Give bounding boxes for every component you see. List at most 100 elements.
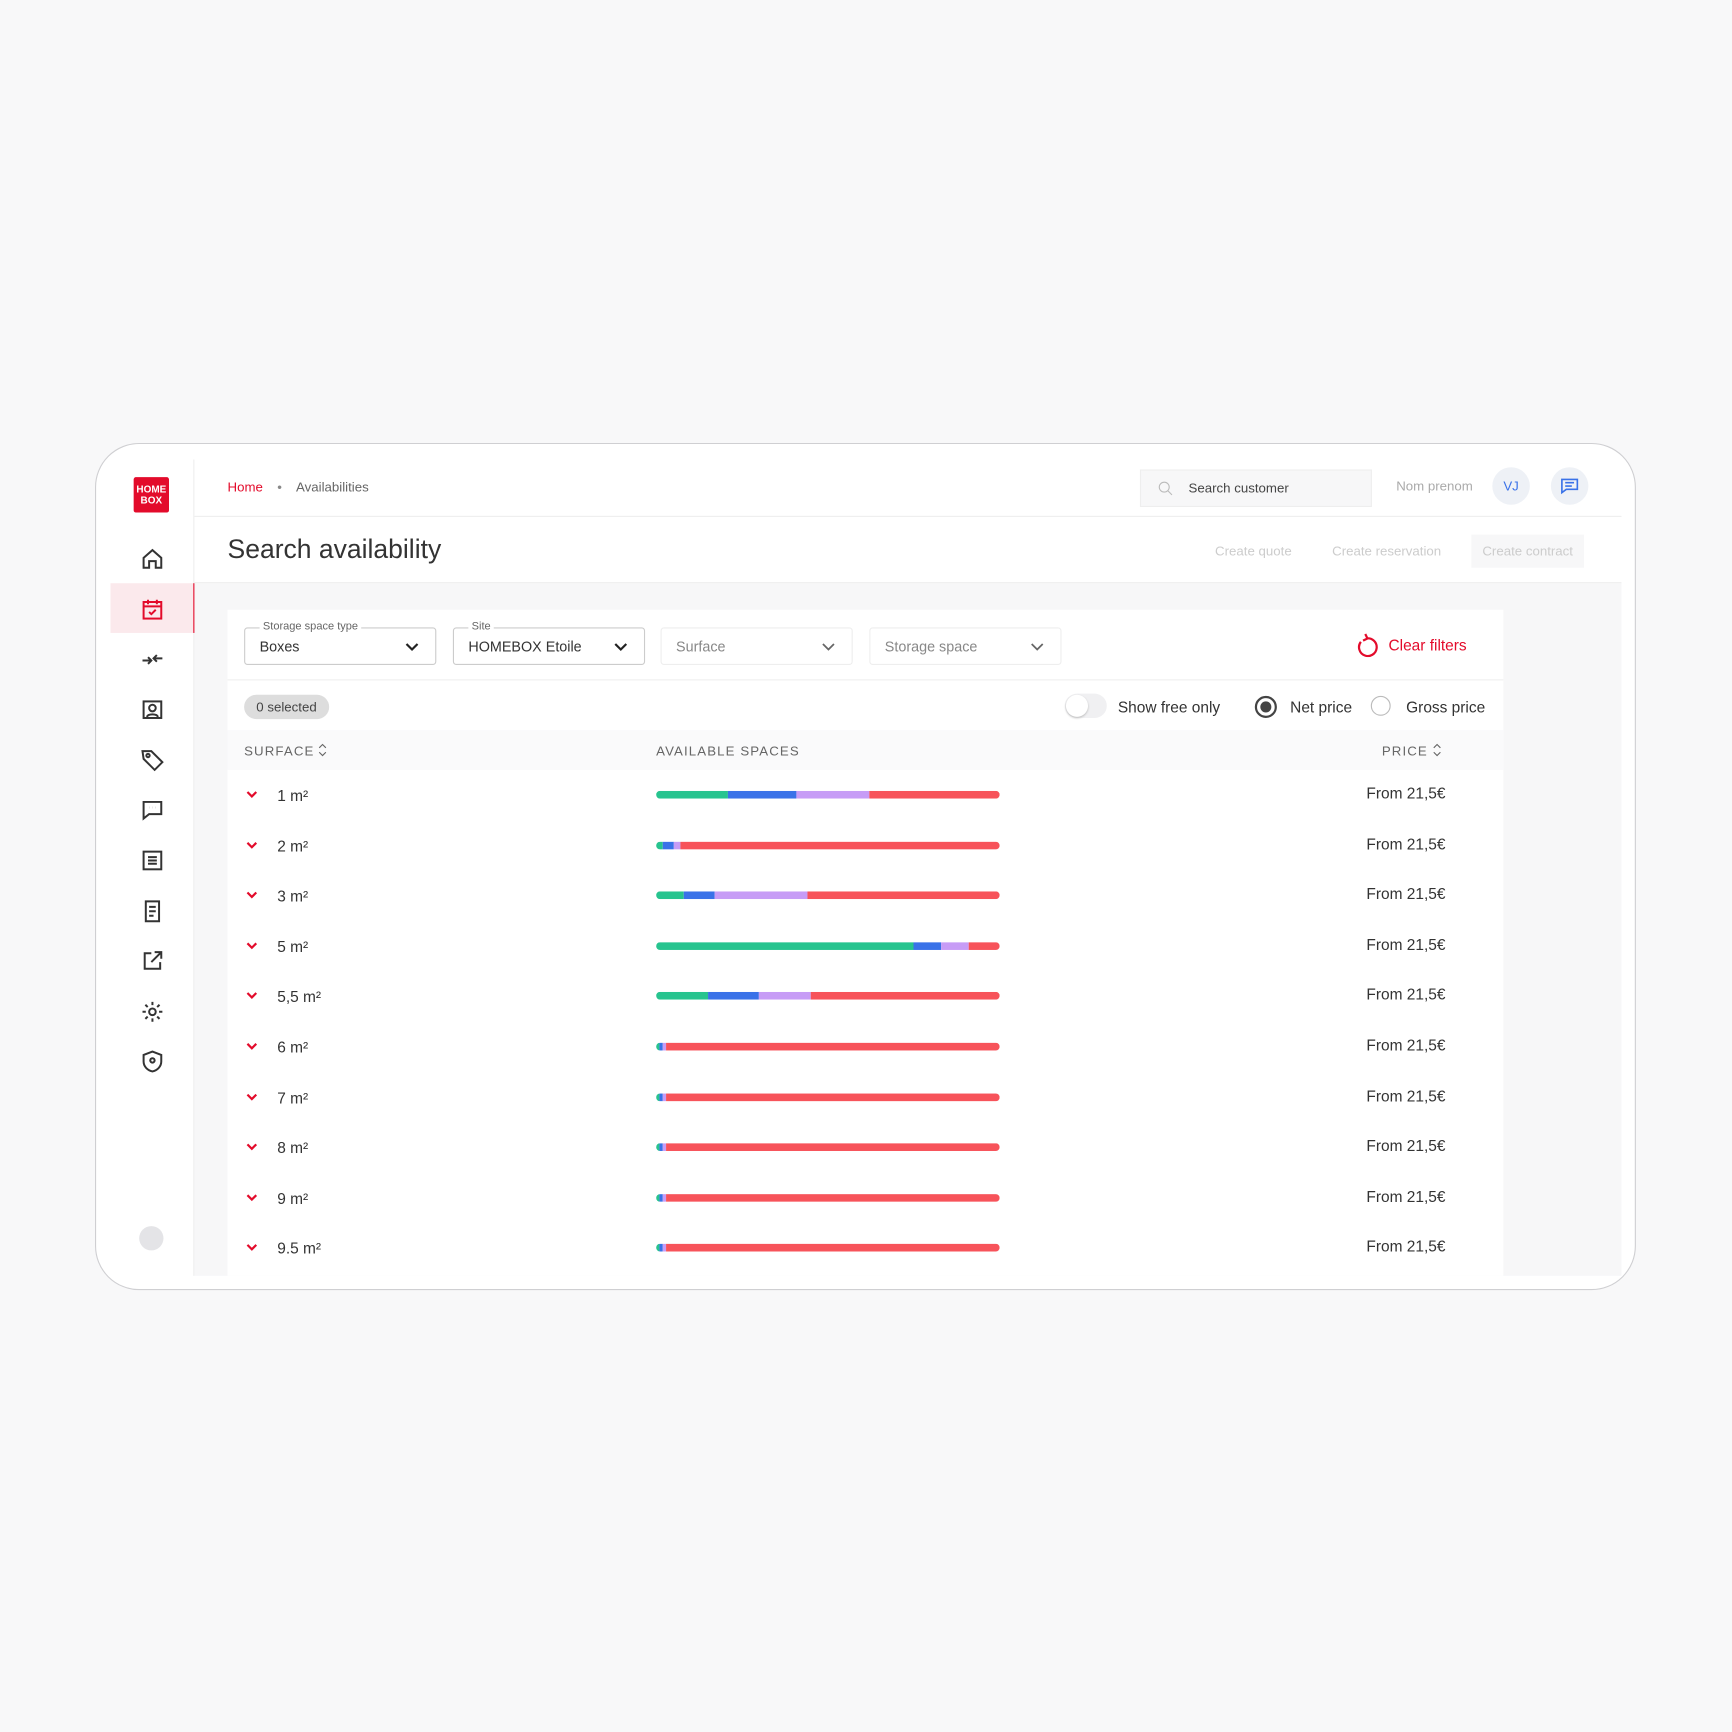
surface: 1 m² [277, 786, 309, 805]
nav-home[interactable] [139, 546, 166, 573]
bar-segment [796, 790, 870, 799]
bar-segment [759, 992, 811, 1001]
nav-settings[interactable] [139, 999, 166, 1026]
select-type[interactable]: Storage space type Boxes [244, 620, 437, 665]
chevron [246, 841, 258, 849]
bar-segment [659, 1193, 663, 1202]
bar-segment [662, 841, 674, 849]
select-surface[interactable]: Surface [660, 627, 853, 665]
toggle-label: Show free only [1117, 698, 1221, 716]
availability-card: Storage space type Boxes Site HOMEBOX Etoi… [227, 609, 1504, 1276]
bar-segment [707, 992, 760, 1001]
bar-segment [656, 1244, 660, 1252]
bar-segment [666, 1143, 1000, 1152]
expand-button[interactable] [244, 887, 259, 902]
expand-button[interactable] [244, 1038, 259, 1053]
bar-segment [662, 1042, 667, 1051]
column-header[interactable]: PRICE [1381, 743, 1428, 759]
bar-segment [662, 1244, 667, 1252]
radio-label: Net price [1290, 698, 1353, 716]
nav-active [110, 583, 196, 633]
user-avatar[interactable]: VJ [1492, 467, 1530, 505]
logo-text: HOME [136, 483, 167, 495]
select-storage[interactable]: Storage space [869, 627, 1062, 665]
bar-segment [656, 891, 684, 900]
table-row: 8 m² From 21,5€ [228, 1122, 1504, 1172]
nav-security[interactable] [139, 1048, 166, 1075]
chevron [246, 942, 258, 950]
radio-gross[interactable] [1370, 695, 1391, 716]
chevron [246, 1244, 258, 1252]
toggle[interactable] [1064, 693, 1107, 718]
search-box[interactable]: Search customer [1139, 469, 1372, 508]
nav-transfer[interactable] [139, 646, 166, 673]
field-value: Boxes [259, 638, 300, 656]
nav-contacts[interactable] [139, 696, 166, 723]
nav-external[interactable] [139, 948, 166, 975]
chevron [614, 643, 628, 652]
expand-button[interactable] [244, 988, 259, 1003]
surface: 5 m² [277, 937, 309, 956]
expand-button[interactable] [244, 1189, 259, 1204]
availability-bar [656, 841, 1000, 849]
action-button[interactable]: Create quote [1215, 543, 1292, 559]
bar-segment [659, 1093, 663, 1101]
surface: 9 m² [277, 1189, 309, 1208]
select-site[interactable]: Site HOMEBOX Etoile [452, 620, 646, 665]
expand-button[interactable] [244, 1240, 259, 1255]
search-icon [1158, 481, 1173, 496]
table-body: 1 m² From 21,5€ 2 m² From 21,5€ 3 m² From 21,… [228, 770, 1504, 1276]
bar-segment [656, 941, 914, 950]
action-button[interactable]: Create reservation [1332, 543, 1442, 559]
search-placeholder: Search customer [1188, 480, 1289, 496]
nav-messages[interactable] [139, 796, 166, 823]
bar-segment [807, 891, 1000, 900]
price: From 21,5€ [1366, 834, 1446, 853]
breadcrumb-current: Availabilities [296, 479, 369, 495]
radio-label: Gross price [1406, 698, 1486, 716]
chevron [246, 1043, 258, 1050]
bar-segment [656, 992, 708, 1001]
bar-segment [659, 1042, 663, 1051]
action-button[interactable]: Create contract [1471, 534, 1585, 568]
bar-segment [659, 1143, 663, 1152]
breadcrumb-link[interactable]: Home [227, 479, 263, 495]
chevron [405, 643, 419, 652]
surface: 5,5 m² [277, 987, 322, 1006]
radio-net[interactable] [1254, 695, 1277, 718]
nav-calendar[interactable] [139, 596, 166, 623]
nav-invoice[interactable] [139, 898, 166, 925]
title-bar: Search availability Create quote Create … [194, 516, 1622, 584]
chevron [1031, 643, 1044, 651]
price: From 21,5€ [1366, 784, 1446, 802]
profile-avatar[interactable] [139, 1226, 164, 1251]
price: From 21,5€ [1366, 884, 1446, 903]
expand-button[interactable] [244, 1089, 259, 1104]
nav-list[interactable] [139, 847, 166, 874]
breadcrumb-sep: • [277, 479, 282, 495]
logo[interactable]: HOME BOX [133, 477, 170, 513]
table-row: 5 m² From 21,5€ [228, 921, 1504, 971]
nav-tags[interactable] [139, 747, 166, 774]
bar-segment [662, 1093, 667, 1101]
expand-button[interactable] [244, 938, 259, 953]
surface: 6 m² [277, 1038, 309, 1056]
availability-bar [656, 1193, 1000, 1202]
bar-segment [680, 841, 1000, 849]
expand-button[interactable] [244, 837, 259, 852]
expand-button[interactable] [244, 1139, 259, 1154]
price: From 21,5€ [1366, 1086, 1446, 1105]
table-row: 3 m² From 21,5€ [228, 871, 1504, 921]
field-placeholder: Storage space [884, 638, 978, 656]
table-row: 9 m² From 21,5€ [228, 1173, 1504, 1223]
chat-button[interactable] [1550, 467, 1589, 505]
availability-bar [656, 1093, 1000, 1101]
bar-segment [666, 1193, 1000, 1202]
divider [227, 679, 1504, 681]
toggle-knob [1065, 694, 1089, 717]
column-header[interactable]: SURFACE [244, 743, 315, 759]
chevron [246, 992, 258, 1000]
clear-filters[interactable]: Clear filters [1388, 636, 1467, 654]
expand-button[interactable] [244, 786, 259, 801]
